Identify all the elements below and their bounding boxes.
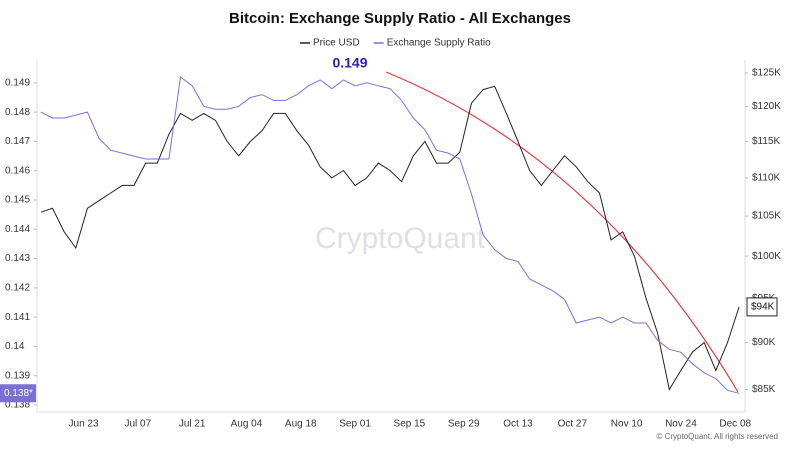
y-tick-label: 0.149 [5,77,30,88]
current-label: 0.138* [4,388,33,399]
y2-tick-label: $105K [752,211,781,222]
x-tick-label: Aug 04 [231,419,263,430]
y-tick-label: 0.146 [5,165,30,176]
x-tick-label: Jul 21 [179,419,206,430]
y2-tick-label: $115K [752,136,781,147]
y2-tick-label: $100K [752,251,781,262]
x-tick-label: Aug 18 [285,419,317,430]
legend-label: Exchange Supply Ratio [387,38,491,49]
x-tick-label: Jun 23 [69,419,99,430]
x-tick-label: Nov 24 [665,419,697,430]
x-tick-label: Oct 27 [558,419,588,430]
y-tick-label: 0.148 [5,107,30,118]
y-tick-label: 0.143 [5,253,30,264]
y-tick-label: 0.144 [5,224,30,235]
x-tick-label: Sep 29 [448,419,480,430]
current-badge [0,384,36,403]
legend-label: Price USD [313,38,360,49]
y2-tick-label: $110K [752,173,781,184]
watermark: CryptoQuant [315,222,486,255]
annotation: 0.149 [332,55,367,71]
y-tick-label: 0.139 [5,370,30,381]
y-tick-label: 0.145 [5,195,30,206]
x-tick-label: Oct 13 [503,419,533,430]
y-tick-label: 0.147 [5,136,30,147]
y2-tick-label: $85K [752,384,776,395]
current-badge [746,297,778,317]
y-tick-label: 0.138 [5,400,30,411]
x-tick-label: Sep 01 [339,419,371,430]
footer: © CryptoQuant. All rights reserved [657,432,779,441]
y2-tick-label: $120K [752,101,781,112]
x-tick-label: Dec 08 [719,419,751,430]
y-tick-label: 0.14 [5,341,25,352]
trend-curve [385,71,739,393]
x-tick-label: Sep 15 [394,419,426,430]
y-tick-label: 0.141 [5,312,30,323]
y2-tick-label: $90K [752,337,776,348]
current-label: $94K [751,302,775,313]
x-tick-label: Nov 10 [611,419,643,430]
y2-tick-label: $125K [752,68,781,79]
chart-title: Bitcoin: Exchange Supply Ratio - All Exc… [229,10,571,27]
x-tick-label: Jul 07 [125,419,152,430]
series-line [40,76,740,394]
series-line [40,85,740,391]
y-tick-label: 0.142 [5,282,30,293]
